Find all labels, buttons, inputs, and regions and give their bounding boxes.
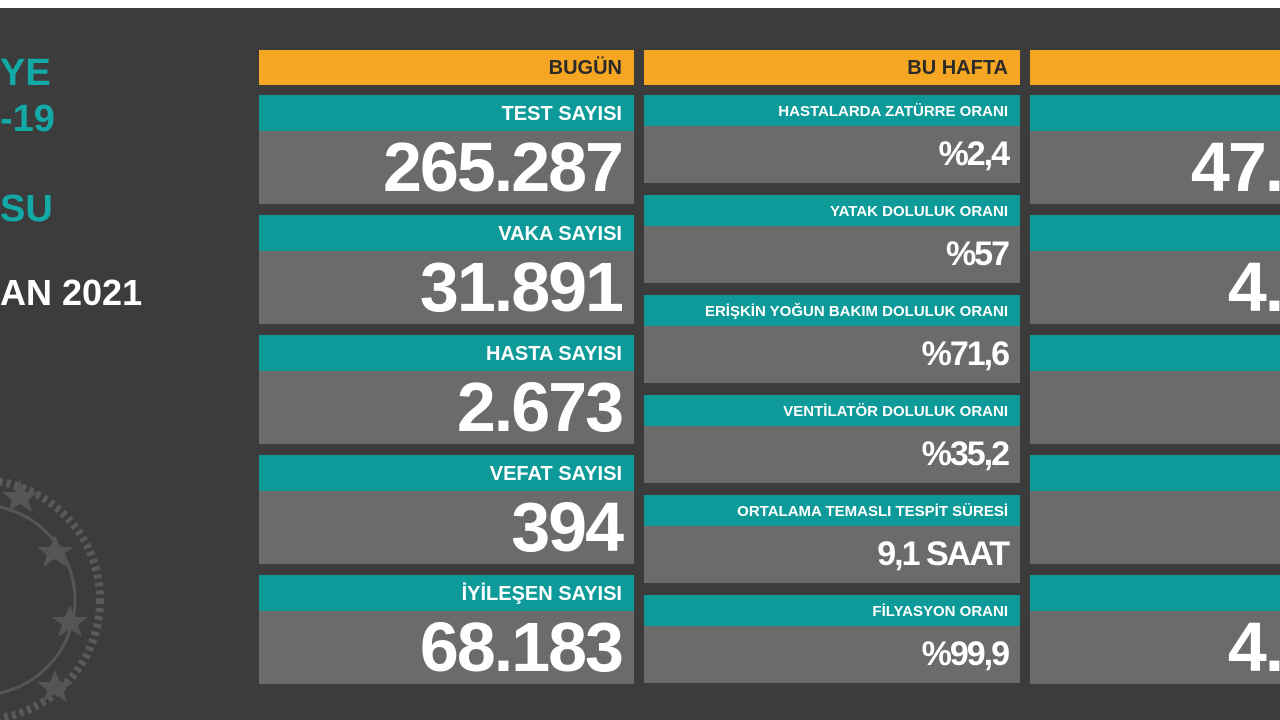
stat-label: VAKA SAYISI [259, 215, 634, 251]
stat-label: ORTALAMA TEMASLI TESPİT SÜRESİ [644, 495, 1020, 526]
stat-label: TEST SAYISI [259, 95, 634, 131]
stat-value: 4.323 [1030, 611, 1280, 684]
stat-label: YATAK DOLULUK ORANI [644, 195, 1020, 226]
stat-value: 9,1 SAAT [644, 526, 1020, 583]
column-header: BU HAFTA [644, 50, 1020, 85]
stat-label: HASTALARDA ZATÜRRE ORANI [644, 95, 1020, 126]
stat-value: 4.820 [1030, 251, 1280, 324]
column-header: BUGÜN [259, 50, 634, 85]
stat-value: %99,9 [644, 626, 1020, 683]
stat-label: İYİL [1030, 575, 1280, 611]
stat-label [1030, 95, 1280, 131]
stat-label: ERİŞKİN YOĞUN BAKIM DOLULUK ORANI [644, 295, 1020, 326]
stat-value: %57 [644, 226, 1020, 283]
stat-value: 47.261 [1030, 131, 1280, 204]
stat-label: İYİLEŞEN SAYISI [259, 575, 634, 611]
stat-value: 3 [1030, 491, 1280, 564]
stat-value: %2,4 [644, 126, 1020, 183]
side-text: -19 [0, 98, 55, 140]
stat-label: HASTA SAYISI [259, 335, 634, 371]
side-text: AN 2021 [0, 272, 143, 313]
stat-label [1030, 215, 1280, 251]
stat-label: AĞIR H [1030, 455, 1280, 491]
stat-label: VENTİLATÖR DOLULUK ORANI [644, 395, 1020, 426]
column-header [1030, 50, 1280, 85]
stat-value: %71,6 [644, 326, 1020, 383]
emblem [0, 477, 104, 720]
stat-value: %35,2 [644, 426, 1020, 483]
stat-value: 265.287 [259, 131, 634, 204]
top-strip [0, 0, 1280, 8]
stat-label: VEFAT SAYISI [259, 455, 634, 491]
side-text: SU [0, 188, 53, 230]
stat-label: FİLYASYON ORANI [644, 595, 1020, 626]
stat-value: 68.183 [259, 611, 634, 684]
side-text: YE [0, 52, 51, 94]
stat-value: 394 [259, 491, 634, 564]
stat-value: 2.673 [259, 371, 634, 444]
stat-label: V [1030, 335, 1280, 371]
stat-value: 40 [1030, 371, 1280, 444]
stat-value: 31.891 [259, 251, 634, 324]
